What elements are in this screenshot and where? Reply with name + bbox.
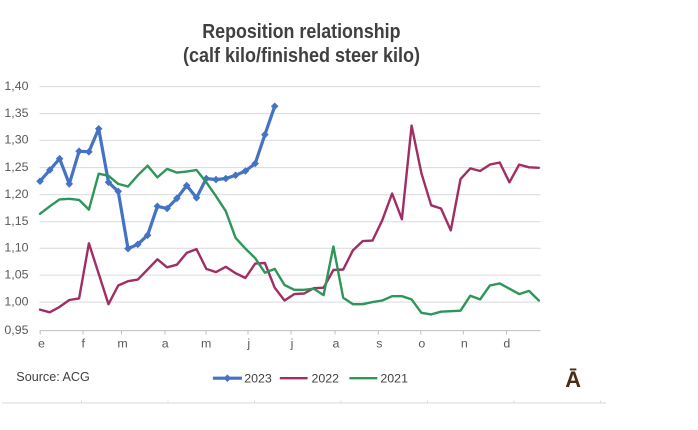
svg-text:2021: 2021 [380, 371, 408, 385]
svg-text:o: o [418, 337, 425, 351]
svg-text:m: m [201, 337, 211, 351]
svg-text:2023: 2023 [244, 371, 272, 385]
svg-text:1,20: 1,20 [4, 187, 28, 201]
svg-text:f: f [81, 337, 85, 351]
svg-text:e: e [38, 337, 45, 351]
svg-text:1,00: 1,00 [4, 294, 28, 308]
svg-text:Ā: Ā [565, 367, 581, 392]
svg-text:s: s [376, 337, 382, 351]
svg-text:1,10: 1,10 [4, 240, 28, 254]
svg-text:a: a [333, 337, 340, 351]
svg-text:j: j [290, 337, 294, 351]
svg-text:a: a [162, 337, 169, 351]
svg-text:1,05: 1,05 [4, 267, 28, 281]
svg-text:1,25: 1,25 [4, 160, 28, 174]
svg-text:1,40: 1,40 [4, 79, 28, 93]
svg-text:1,30: 1,30 [4, 133, 28, 147]
svg-text:(calf kilo/finished steer kilo: (calf kilo/finished steer kilo) [183, 45, 420, 67]
svg-text:Reposition relationship: Reposition relationship [202, 21, 400, 43]
svg-text:1,35: 1,35 [4, 106, 28, 120]
svg-text:n: n [461, 337, 468, 351]
svg-text:Source: ACG: Source: ACG [16, 370, 90, 384]
svg-text:m: m [117, 337, 127, 351]
svg-text:2022: 2022 [312, 371, 340, 385]
svg-text:j: j [246, 337, 250, 351]
svg-text:1,15: 1,15 [4, 214, 28, 228]
svg-text:0,95: 0,95 [4, 323, 28, 337]
svg-text:d: d [503, 337, 510, 351]
